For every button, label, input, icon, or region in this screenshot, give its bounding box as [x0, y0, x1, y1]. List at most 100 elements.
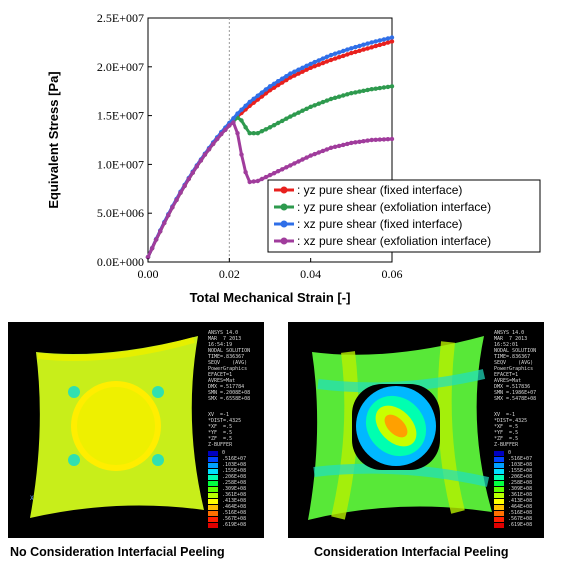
- data-point: [247, 179, 252, 185]
- corner-spot: [68, 454, 80, 466]
- contour-level-label: .464E+08: [508, 504, 533, 510]
- corner-spot: [152, 386, 164, 398]
- contour-legend-row: .206E+08: [494, 474, 532, 480]
- data-point: [349, 46, 354, 51]
- data-point: [361, 47, 366, 52]
- contour-swatch: [208, 522, 218, 528]
- inclusion-core: [384, 414, 408, 438]
- data-point: [186, 176, 191, 182]
- data-point: [275, 169, 281, 174]
- data-point: [292, 161, 297, 166]
- data-point: [296, 71, 301, 76]
- data-point: [251, 100, 256, 105]
- data-point: [345, 92, 350, 97]
- contour-legend-row: .413E+08: [208, 498, 246, 504]
- contour-level-label: .516E+08: [222, 510, 247, 516]
- contour-level-label: .206E+08: [508, 474, 533, 480]
- caption-left: No Consideration Interfacial Peeling: [10, 545, 225, 559]
- legend-label: : yz pure shear (exfoliation interface): [297, 200, 491, 214]
- data-point: [308, 65, 313, 71]
- data-point: [316, 58, 321, 63]
- data-point: [341, 142, 346, 148]
- data-point: [332, 51, 338, 56]
- data-point: [332, 56, 338, 61]
- y-tick-label: 2.5E+007: [97, 11, 144, 25]
- data-point: [336, 55, 342, 60]
- series-3: [145, 119, 395, 260]
- contour-legend-row: .567E+08: [494, 516, 532, 522]
- data-point: [210, 141, 216, 147]
- contour-level-label: .258E+08: [508, 480, 533, 486]
- contour-swatch: [494, 510, 504, 516]
- contour-legend-row: .309E+08: [208, 486, 246, 492]
- data-point: [170, 205, 175, 210]
- legend-swatch-marker: [280, 237, 288, 245]
- data-point: [247, 99, 252, 105]
- data-point: [219, 131, 224, 137]
- contour-swatch: [494, 492, 504, 498]
- contour-level-label: .361E+08: [222, 492, 247, 498]
- y-tick-label: 2.0E+007: [97, 60, 144, 74]
- data-point: [361, 42, 366, 47]
- plot-area: [145, 17, 395, 263]
- data-point: [353, 90, 358, 95]
- contour-legend-row: .516E+07: [494, 456, 532, 462]
- data-point: [304, 155, 309, 160]
- data-point: [280, 118, 285, 124]
- contour-legend-row: .206E+08: [208, 474, 246, 480]
- contour-level-label: .206E+08: [222, 474, 247, 480]
- contour-swatch: [208, 498, 218, 504]
- contour-swatch: [494, 468, 504, 474]
- contour-legend-row: .413E+08: [494, 498, 532, 504]
- data-point: [239, 152, 244, 157]
- contour-legend-row: 0: [208, 450, 246, 456]
- x-tick-label: 0.02: [219, 267, 240, 281]
- x-axis: 0.00 0.02 0.04 0.06: [138, 258, 403, 281]
- y-tick-label: 1.0E+007: [97, 157, 144, 171]
- contour-legend-row: .516E+07: [208, 456, 246, 462]
- contour-legend-row: .464E+08: [494, 504, 532, 510]
- data-point: [312, 63, 317, 69]
- data-point: [275, 82, 281, 88]
- contour-swatch: [208, 450, 218, 456]
- data-point: [284, 74, 289, 79]
- contour-panel-left: X ANSYS 14.0 MAR 7 2013 16:54:19 NODAL S…: [8, 322, 264, 538]
- contour-legend-row: .516E+08: [208, 510, 246, 516]
- data-point: [373, 86, 378, 91]
- contour-level-label: .413E+08: [508, 498, 533, 504]
- data-point: [369, 137, 374, 143]
- data-point: [271, 85, 277, 90]
- contour-legend-row: .516E+08: [494, 510, 532, 516]
- series-layer: [145, 35, 395, 260]
- legend-label: : xz pure shear (fixed interface): [297, 217, 462, 231]
- data-point: [312, 103, 317, 108]
- inclusion-core: [77, 387, 155, 465]
- contour-swatch: [494, 456, 504, 462]
- stress-strain-chart: 0.00 0.02 0.04 0.06 0.0E+000 5.0E+006 1.0E+00…: [46, 11, 541, 305]
- data-point: [345, 52, 350, 57]
- data-point: [292, 73, 297, 78]
- contour-swatch: [208, 516, 218, 522]
- y-axis-title: Equivalent Stress [Pa]: [46, 71, 61, 208]
- data-point: [336, 94, 342, 99]
- contour-legend-row: .258E+08: [494, 480, 532, 486]
- contour-level-label: .155E+08: [222, 468, 247, 474]
- data-point: [267, 172, 273, 178]
- data-point: [320, 56, 326, 61]
- data-point: [259, 176, 265, 182]
- data-point: [369, 45, 374, 50]
- data-point: [182, 183, 187, 189]
- ansys-view-text: XV =-1 *DIST=.4325 *XF =.5 *YF =.5 *ZF =…: [494, 412, 528, 448]
- data-point: [259, 94, 265, 99]
- contour-level-label: .516E+07: [222, 456, 247, 462]
- legend-box: [267, 179, 541, 253]
- data-point: [190, 170, 195, 175]
- data-point: [251, 96, 256, 102]
- data-point: [308, 153, 313, 158]
- data-point: [178, 190, 183, 195]
- contour-legend-row: .103E+08: [208, 462, 246, 468]
- data-point: [284, 77, 289, 83]
- legend-swatch-marker: [280, 186, 288, 194]
- data-point: [304, 67, 309, 72]
- data-point: [341, 93, 346, 98]
